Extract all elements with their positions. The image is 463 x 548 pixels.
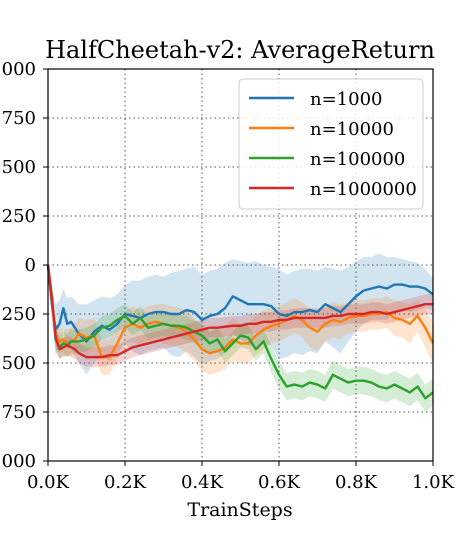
y-tick-label: 750 [2,402,36,423]
y-tick-label: 750 [2,108,36,129]
x-tick-label: 0.4K [181,472,224,493]
axis-ticks: 0.0K 0.2K 0.4K 0.6K 0.8K 1.0K 1000 750 500 250 0 25… [0,59,455,493]
band-series-2 [48,265,433,375]
series-lines [46,264,435,400]
line-series-1 [46,264,434,343]
y-tick-label: 0 [25,255,36,276]
y-tick-label: 1000 [0,59,36,80]
line-series-4 [46,264,433,359]
y-tick-label: 500 [2,157,36,178]
y-tick-label: 1000 [0,451,36,472]
band-series-3 [48,265,433,412]
legend-label: n=100000 [310,149,405,170]
line-series-2 [46,264,435,359]
y-tick-label: 500 [2,353,36,374]
x-tick-label: 0.2K [104,472,147,493]
x-tick-label: 0.6K [258,472,301,493]
y-tick-label: 250 [2,304,36,325]
legend-box [238,78,424,210]
line-series-3 [46,264,434,400]
x-axis-label: TrainSteps [187,499,292,521]
x-tick-label: 0.0K [27,472,70,493]
legend-label: n=1000000 [310,179,417,200]
legend: n=1000 n=10000 n=100000 n=1000000 [238,78,424,210]
band-series-4 [48,265,433,367]
confidence-bands [48,253,433,412]
legend-label: n=10000 [310,119,394,140]
x-tick-label: 0.8K [335,472,378,493]
chart-title: HalfCheetah-v2: AverageReturn [45,36,435,64]
legend-label: n=1000 [310,89,382,110]
x-tick-label: 1.0K [412,472,455,493]
y-tick-label: 250 [2,206,36,227]
